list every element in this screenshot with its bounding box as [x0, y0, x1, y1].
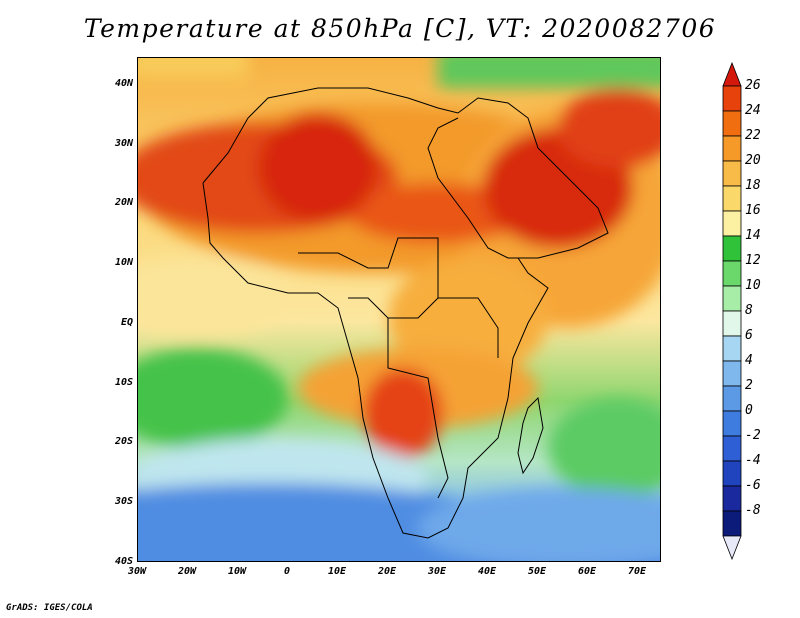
lon-tick-label: 0 [283, 566, 291, 577]
colorbar-tick-label: 0 [745, 403, 753, 418]
lat-tick-label: 10N [114, 257, 133, 269]
colorbar-swatch [722, 460, 742, 487]
coastlines [202, 87, 609, 539]
colorbar-swatch [722, 285, 742, 312]
colorbar-swatch [722, 260, 742, 287]
colorbar-swatch [722, 335, 742, 362]
chart-title: Temperature at 850hPa [C], VT: 202008270… [83, 14, 717, 43]
colorbar-tick-label: -6 [745, 478, 761, 493]
colorbar-swatch [722, 85, 742, 112]
temperature-map [137, 57, 661, 562]
colorbar-tick-label: -8 [745, 503, 761, 518]
colorbar-swatch [722, 110, 742, 137]
colorbar-tick-label: 14 [745, 228, 761, 243]
footer-credit: GrADS: IGES/COLA [6, 603, 93, 613]
lon-tick-label: 70E [627, 566, 647, 577]
colorbar [722, 62, 742, 560]
lon-tick-label: 20W [177, 566, 197, 577]
colorbar-tick-label: 22 [745, 128, 761, 143]
colorbar-min-arrow [722, 535, 742, 560]
lat-tick-label: 30S [114, 495, 133, 507]
colorbar-tick-label: -4 [745, 453, 761, 468]
colorbar-swatch [722, 160, 742, 187]
colorbar-tick-label: 26 [745, 78, 761, 93]
lon-tick-label: 30E [427, 566, 447, 577]
lon-tick-label: 10W [227, 566, 247, 577]
colorbar-tick-label: 8 [745, 303, 753, 318]
lon-tick-label: 20E [377, 566, 397, 577]
lat-tick-label: 20S [114, 436, 133, 448]
lat-tick-label: EQ [120, 316, 133, 328]
lon-tick-label: 50E [527, 566, 547, 577]
lon-tick-label: 30W [127, 566, 147, 577]
colorbar-swatch [722, 360, 742, 387]
lat-tick-label: 40S [114, 555, 133, 567]
colorbar-tick-label: 16 [745, 203, 761, 218]
lat-tick-label: 20N [114, 197, 133, 209]
colorbar-swatch [722, 435, 742, 462]
colorbar-tick-label: 20 [745, 153, 761, 168]
colorbar-swatch [722, 510, 742, 537]
colorbar-tick-label: -2 [745, 428, 761, 443]
colorbar-swatch [722, 185, 742, 212]
colorbar-swatch [722, 135, 742, 162]
lat-tick-label: 10S [114, 376, 133, 388]
lat-tick-label: 30N [114, 137, 133, 149]
lon-tick-label: 10E [327, 566, 347, 577]
colorbar-swatch [722, 485, 742, 512]
colorbar-swatch [722, 235, 742, 262]
colorbar-max-arrow [722, 62, 742, 87]
colorbar-swatch [722, 210, 742, 237]
lon-tick-label: 60E [577, 566, 597, 577]
colorbar-tick-label: 18 [745, 178, 761, 193]
colorbar-swatch [722, 385, 742, 412]
lon-tick-label: 40E [477, 566, 497, 577]
colorbar-tick-label: 24 [745, 103, 761, 118]
colorbar-tick-label: 12 [745, 253, 761, 268]
lat-tick-label: 40N [114, 78, 133, 89]
colorbar-swatch [722, 410, 742, 437]
colorbar-swatch [722, 310, 742, 337]
colorbar-tick-label: 10 [745, 278, 761, 293]
temperature-field [138, 58, 660, 561]
colorbar-tick-label: 4 [745, 353, 753, 368]
colorbar-tick-label: 6 [745, 328, 753, 343]
colorbar-tick-label: 2 [745, 378, 753, 393]
